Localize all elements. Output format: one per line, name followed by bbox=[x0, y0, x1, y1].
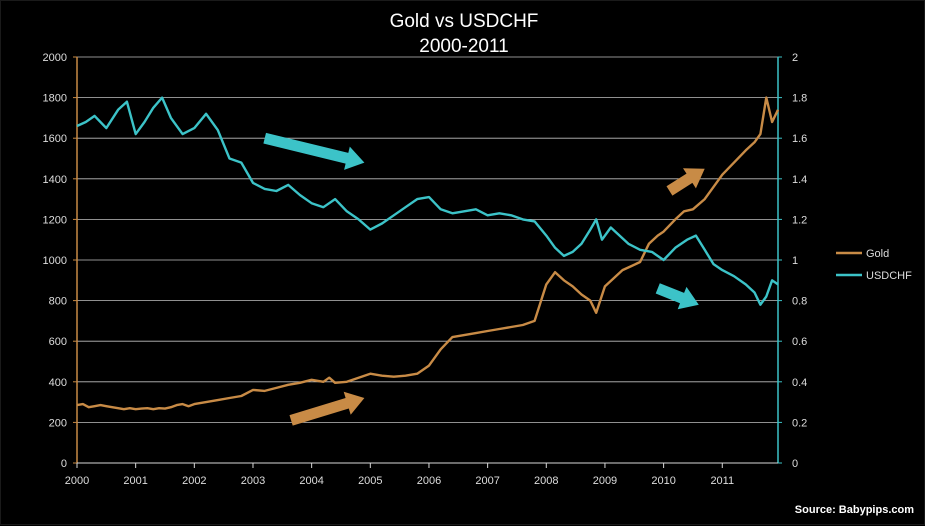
y-left-tick-label: 1600 bbox=[43, 133, 67, 145]
legend-label-gold: Gold bbox=[866, 248, 889, 260]
chart-title: Gold vs USDCHF bbox=[390, 11, 539, 32]
y-left-tick-label: 400 bbox=[49, 377, 67, 389]
legend-label-usdchf: USDCHF bbox=[866, 270, 912, 282]
gold-up-arrow-2 bbox=[666, 168, 705, 196]
usdchf-down-arrow-2 bbox=[655, 283, 699, 310]
y-left-tick-label: 0 bbox=[61, 458, 67, 470]
y-right-tick-label: 0 bbox=[792, 458, 798, 470]
x-tick-label: 2004 bbox=[299, 475, 323, 487]
y-right-tick-label: 2 bbox=[792, 52, 798, 64]
x-tick-label: 2008 bbox=[534, 475, 558, 487]
y-left-tick-label: 1200 bbox=[43, 214, 67, 226]
x-tick-label: 2001 bbox=[123, 475, 147, 487]
gold-up-arrow-1 bbox=[289, 391, 365, 426]
y-right-tick-label: 0.2 bbox=[792, 417, 807, 429]
y-left-tick-label: 1000 bbox=[43, 255, 67, 267]
legend: Gold USDCHF bbox=[836, 248, 912, 282]
series-line-usdchf bbox=[76, 96, 779, 306]
source-credit: Source: Babypips.com bbox=[795, 504, 914, 516]
x-tick-label: 2009 bbox=[593, 475, 617, 487]
y-right-tick-label: 1.6 bbox=[792, 133, 807, 145]
y-left-tick-label: 200 bbox=[49, 417, 67, 429]
axes: 0 200 400 600 800 1000 1200 1400 1600 1800 2000 0 0.… bbox=[43, 52, 808, 487]
y-right-tick-label: 0.4 bbox=[792, 377, 807, 389]
x-tick-label: 2000 bbox=[65, 475, 89, 487]
x-tick-label: 2006 bbox=[417, 475, 441, 487]
series-line-gold bbox=[76, 96, 780, 411]
x-tick-label: 2002 bbox=[182, 475, 206, 487]
plot-area bbox=[76, 96, 780, 411]
y-right-tick-label: 1 bbox=[792, 255, 798, 267]
chart-subtitle: 2000-2011 bbox=[419, 36, 508, 57]
x-tick-label: 2010 bbox=[651, 475, 675, 487]
x-tick-label: 2011 bbox=[710, 475, 734, 487]
y-left-tick-label: 2000 bbox=[43, 52, 67, 64]
y-left-tick-label: 800 bbox=[49, 296, 67, 308]
y-left-tick-label: 1800 bbox=[43, 93, 67, 105]
y-right-tick-label: 0.8 bbox=[792, 296, 807, 308]
y-right-tick-label: 0.6 bbox=[792, 336, 807, 348]
x-tick-label: 2003 bbox=[241, 475, 265, 487]
gridlines bbox=[77, 56, 778, 423]
trend-arrows bbox=[263, 132, 705, 426]
y-left-tick-label: 1400 bbox=[43, 174, 67, 186]
x-tick-label: 2005 bbox=[358, 475, 382, 487]
y-right-tick-label: 1.2 bbox=[792, 214, 807, 226]
x-tick-label: 2007 bbox=[475, 475, 499, 487]
y-right-tick-label: 1.8 bbox=[792, 93, 807, 105]
usdchf-down-arrow-1 bbox=[263, 132, 365, 170]
y-left-tick-label: 600 bbox=[49, 336, 67, 348]
y-right-tick-label: 1.4 bbox=[792, 174, 807, 186]
